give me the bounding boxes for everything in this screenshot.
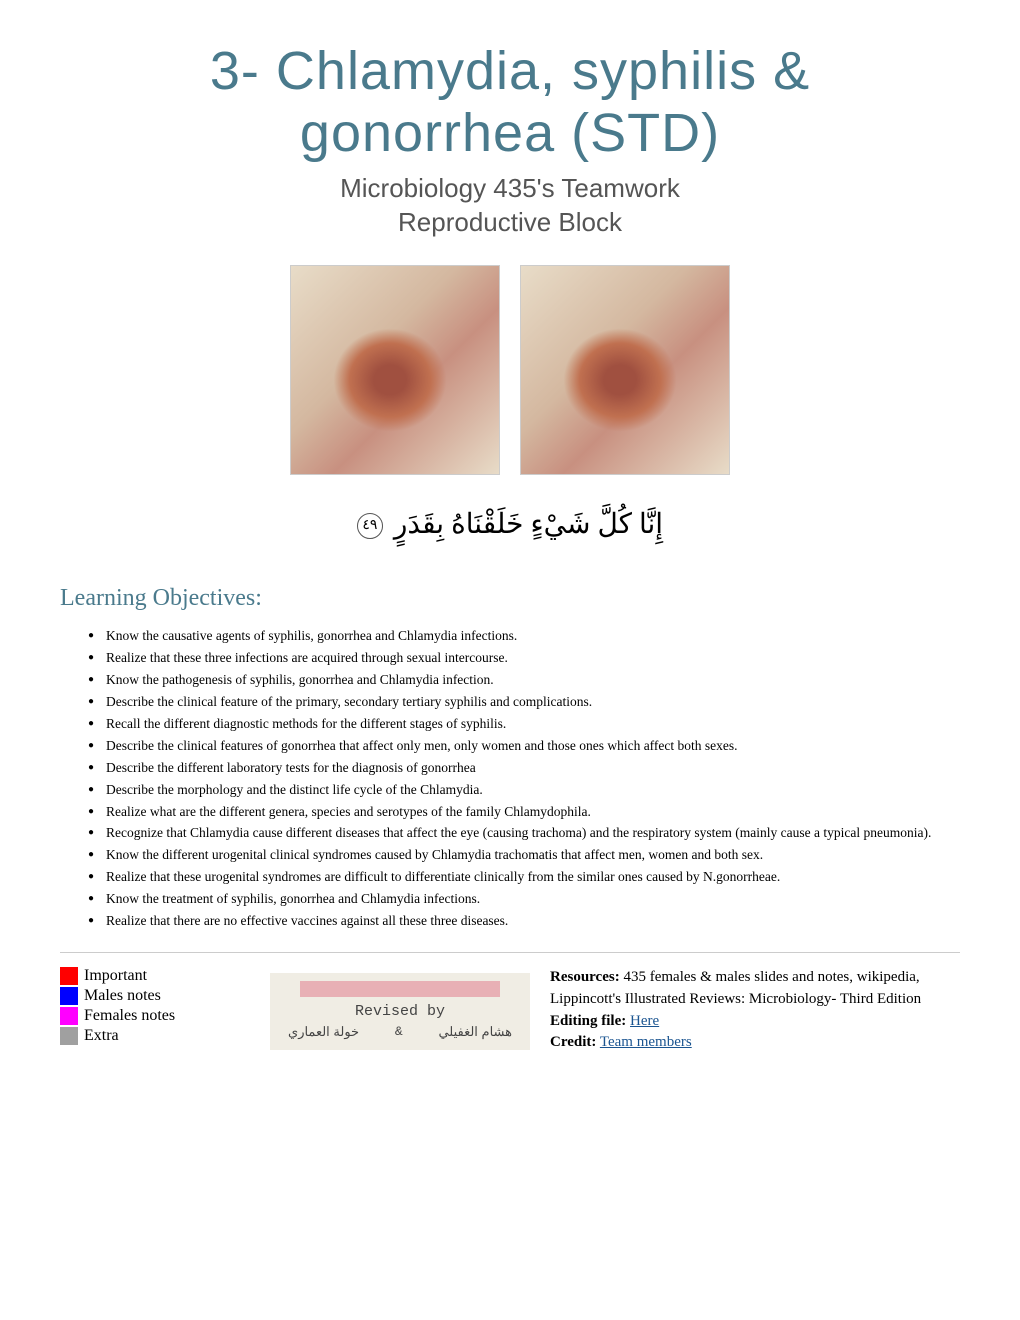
credit-label: Credit: bbox=[550, 1034, 596, 1050]
subtitle-line-1: Microbiology 435's Teamwork bbox=[340, 173, 680, 203]
legend-label: Extra bbox=[84, 1027, 119, 1045]
verse-text: إِنَّا كُلَّ شَيْءٍ خَلَقْنَاهُ بِقَدَرٍ bbox=[394, 509, 663, 540]
editing-label: Editing file: bbox=[550, 1013, 626, 1029]
legend-label: Males notes bbox=[84, 987, 161, 1005]
list-item: Describe the different laboratory tests … bbox=[88, 758, 960, 779]
revised-label: Revised by bbox=[280, 1003, 520, 1020]
verse-number: ٤٩ bbox=[357, 513, 383, 539]
anatomy-images-row bbox=[60, 265, 960, 475]
objectives-heading: Learning Objectives: bbox=[60, 585, 960, 612]
legend-label: Females notes bbox=[84, 1007, 175, 1025]
legend-label: Important bbox=[84, 967, 147, 985]
title-line-1: 3- Chlamydia, syphilis & bbox=[210, 41, 810, 101]
list-item: Know the treatment of syphilis, gonorrhe… bbox=[88, 889, 960, 910]
editing-file-line: Editing file: Here bbox=[550, 1011, 960, 1033]
anatomy-image-male bbox=[520, 265, 730, 475]
resources-label: Resources: bbox=[550, 969, 620, 985]
ampersand: & bbox=[395, 1024, 403, 1040]
list-item: Realize that these urogenital syndromes … bbox=[88, 867, 960, 888]
list-item: Recognize that Chlamydia cause different… bbox=[88, 823, 960, 844]
list-item: Know the pathogenesis of syphilis, gonor… bbox=[88, 670, 960, 691]
section-divider bbox=[60, 952, 960, 953]
revised-names: هشام الغفيلي & خولة العماري bbox=[280, 1024, 520, 1040]
credit-link[interactable]: Team members bbox=[600, 1034, 692, 1050]
legend-item: Extra bbox=[60, 1027, 250, 1045]
list-item: Realize that these three infections are … bbox=[88, 648, 960, 669]
page-subtitle: Microbiology 435's Teamwork Reproductive… bbox=[60, 172, 960, 240]
resources-text: 435 females & males slides and notes, wi… bbox=[620, 969, 920, 985]
list-item: Realize that there are no effective vacc… bbox=[88, 911, 960, 932]
title-line-2: gonorrhea (STD) bbox=[300, 103, 720, 163]
footer-row: Important Males notes Females notes Extr… bbox=[60, 967, 960, 1054]
resources-line: Lippincott's Illustrated Reviews: Microb… bbox=[550, 989, 960, 1011]
revised-by-box: Revised by هشام الغفيلي & خولة العماري bbox=[270, 973, 530, 1050]
resources-line: Resources: 435 females & males slides an… bbox=[550, 967, 960, 989]
list-item: Describe the clinical feature of the pri… bbox=[88, 692, 960, 713]
resources-block: Resources: 435 females & males slides an… bbox=[550, 967, 960, 1054]
legend-item: Important bbox=[60, 967, 250, 985]
legend-item: Males notes bbox=[60, 987, 250, 1005]
list-item: Know the different urogenital clinical s… bbox=[88, 845, 960, 866]
revised-highlight-bar bbox=[300, 981, 500, 997]
reviser-name: هشام الغفيلي bbox=[438, 1024, 512, 1040]
legend-swatch bbox=[60, 1027, 78, 1045]
arabic-verse: إِنَّا كُلَّ شَيْءٍ خَلَقْنَاهُ بِقَدَرٍ… bbox=[60, 500, 960, 550]
editing-file-link[interactable]: Here bbox=[630, 1013, 659, 1029]
reviser-name: خولة العماري bbox=[288, 1024, 359, 1040]
list-item: Recall the different diagnostic methods … bbox=[88, 714, 960, 735]
credit-line: Credit: Team members bbox=[550, 1032, 960, 1054]
subtitle-line-2: Reproductive Block bbox=[398, 207, 622, 237]
legend-swatch bbox=[60, 967, 78, 985]
legend-swatch bbox=[60, 987, 78, 1005]
legend-swatch bbox=[60, 1007, 78, 1025]
list-item: Realize what are the different genera, s… bbox=[88, 802, 960, 823]
legend-item: Females notes bbox=[60, 1007, 250, 1025]
objectives-list: Know the causative agents of syphilis, g… bbox=[60, 626, 960, 932]
anatomy-image-female bbox=[290, 265, 500, 475]
list-item: Describe the morphology and the distinct… bbox=[88, 780, 960, 801]
list-item: Know the causative agents of syphilis, g… bbox=[88, 626, 960, 647]
list-item: Describe the clinical features of gonorr… bbox=[88, 736, 960, 757]
page-title: 3- Chlamydia, syphilis & gonorrhea (STD) bbox=[60, 40, 960, 164]
color-legend: Important Males notes Females notes Extr… bbox=[60, 967, 250, 1047]
